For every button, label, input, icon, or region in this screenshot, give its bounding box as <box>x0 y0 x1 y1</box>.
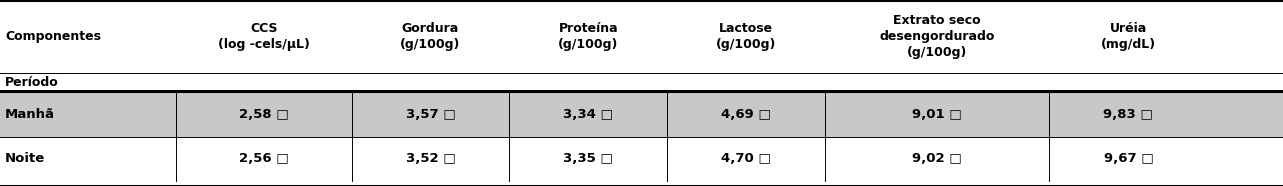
Bar <box>0 137 1283 181</box>
Bar <box>0 91 1283 137</box>
Text: 9,83 □: 9,83 □ <box>1103 108 1153 121</box>
Text: 3,52 □: 3,52 □ <box>405 153 455 166</box>
Text: Período: Período <box>5 76 59 89</box>
Text: 9,67 □: 9,67 □ <box>1103 153 1153 166</box>
Text: Proteína
(g/100g): Proteína (g/100g) <box>558 22 618 51</box>
Text: Manhã: Manhã <box>5 108 55 121</box>
Bar <box>0 0 1283 73</box>
Text: 4,70 □: 4,70 □ <box>721 153 771 166</box>
Text: 3,34 □: 3,34 □ <box>563 108 613 121</box>
Text: Extrato seco
desengordurado
(g/100g): Extrato seco desengordurado (g/100g) <box>880 14 994 59</box>
Text: 4,69 □: 4,69 □ <box>721 108 771 121</box>
Text: Gordura
(g/100g): Gordura (g/100g) <box>400 22 461 51</box>
Bar <box>0 73 1283 91</box>
Text: 3,57 □: 3,57 □ <box>405 108 455 121</box>
Text: CCS
(log -cels/μL): CCS (log -cels/μL) <box>218 22 309 51</box>
Text: 2,56 □: 2,56 □ <box>239 153 289 166</box>
Text: 2,58 □: 2,58 □ <box>239 108 289 121</box>
Text: 3,35 □: 3,35 □ <box>563 153 613 166</box>
Text: Componentes: Componentes <box>5 30 101 43</box>
Text: Uréia
(mg/dL): Uréia (mg/dL) <box>1101 22 1156 51</box>
Text: 9,01 □: 9,01 □ <box>912 108 962 121</box>
Text: 9,02 □: 9,02 □ <box>912 153 962 166</box>
Text: Lactose
(g/100g): Lactose (g/100g) <box>716 22 776 51</box>
Text: Noite: Noite <box>5 153 45 166</box>
